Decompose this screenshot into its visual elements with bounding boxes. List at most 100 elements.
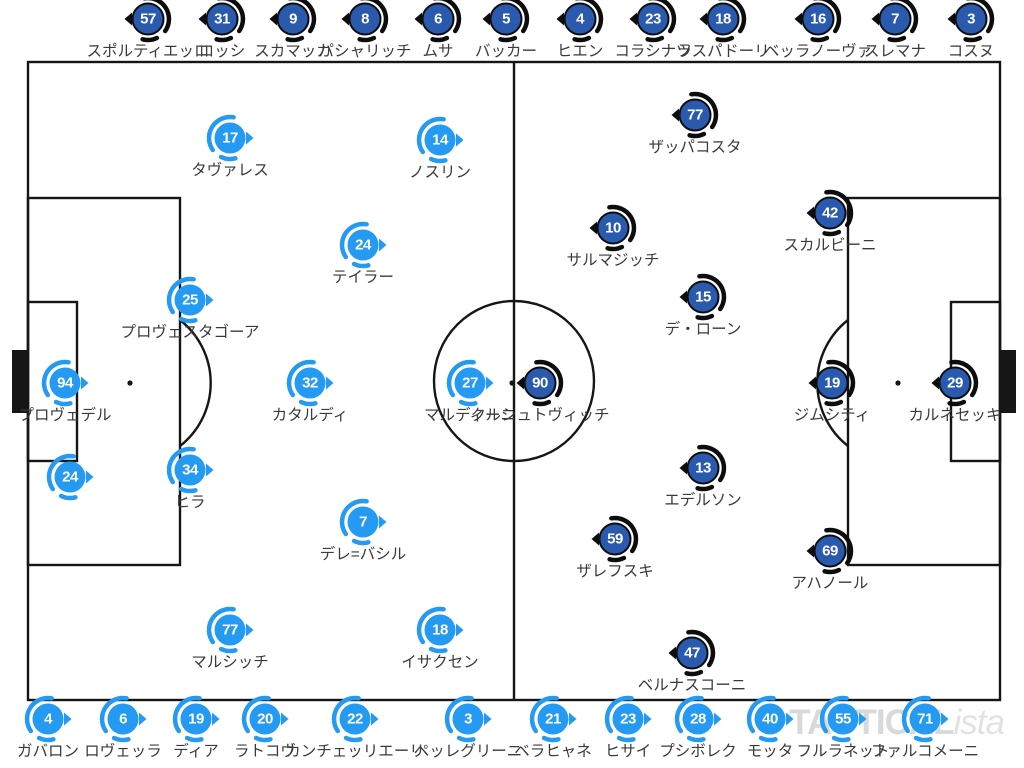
player-marker-home-40[interactable]: 40	[746, 695, 794, 743]
player-marker-home-3[interactable]: 3	[444, 695, 492, 743]
player-marker-away-69[interactable]: 69	[806, 527, 854, 575]
player-number: 4	[44, 710, 52, 728]
player-marker-home-71[interactable]: 71	[901, 695, 949, 743]
player-marker-home-55[interactable]: 55	[819, 695, 867, 743]
player-number: 8	[361, 10, 369, 28]
player-number: 77	[687, 106, 703, 124]
player-marker-away-10[interactable]: 10	[589, 204, 637, 252]
player-marker-away-29[interactable]: 29	[931, 359, 979, 407]
player-number: 31	[214, 10, 230, 28]
goal-right	[1000, 350, 1016, 413]
penalty-spot-left	[127, 380, 133, 386]
player-direction-icon	[166, 276, 214, 324]
player-marker-home-94[interactable]: 94	[41, 359, 89, 407]
player-direction-icon	[286, 359, 334, 407]
player-direction-icon	[589, 204, 637, 252]
player-marker-away-19[interactable]: 19	[808, 359, 856, 407]
player-marker-away-77[interactable]: 77	[671, 91, 719, 139]
player-number: 55	[835, 710, 851, 728]
player-direction-icon	[339, 498, 387, 546]
player-direction-icon	[746, 695, 794, 743]
player-marker-away-4[interactable]: 4	[556, 0, 604, 43]
player-marker-away-23[interactable]: 23	[629, 0, 677, 43]
player-marker-away-8[interactable]: 8	[341, 0, 389, 43]
player-number: 10	[605, 219, 621, 237]
player-marker-away-90[interactable]: 90	[516, 359, 564, 407]
player-marker-away-42[interactable]: 42	[806, 189, 854, 237]
player-marker-home-77[interactable]: 77	[206, 606, 254, 654]
player-label: フルラネット	[796, 743, 890, 760]
player-marker-away-3[interactable]: 3	[947, 0, 995, 43]
player-marker-away-57[interactable]: 57	[124, 0, 172, 43]
player-label: モッタ	[746, 743, 794, 760]
player-marker-home-22[interactable]: 22	[331, 695, 379, 743]
player-label: スカルビーニ	[783, 237, 877, 254]
player-marker-home-18[interactable]: 18	[416, 606, 464, 654]
player-marker-away-7[interactable]: 7	[871, 0, 919, 43]
player-marker-home-24[interactable]: 24	[339, 221, 387, 269]
player-direction-icon	[482, 0, 530, 43]
player-marker-away-9[interactable]: 9	[269, 0, 317, 43]
player-number: 32	[302, 374, 318, 392]
player-marker-home-20[interactable]: 20	[241, 695, 289, 743]
player-marker-home-4[interactable]: 4	[24, 695, 72, 743]
player-direction-icon	[414, 0, 462, 43]
player-number: 3	[464, 710, 472, 728]
player-label: パシャリッチ	[318, 43, 412, 60]
player-marker-away-47[interactable]: 47	[668, 629, 716, 677]
player-marker-home-24[interactable]: 24	[46, 453, 94, 501]
player-marker-home-25[interactable]: 25	[166, 276, 214, 324]
player-marker-home-14[interactable]: 14	[416, 116, 464, 164]
player-direction-icon	[668, 629, 716, 677]
player-label: エデルソン	[664, 492, 742, 509]
player-number: 17	[222, 129, 238, 147]
player-marker-home-19[interactable]: 19	[172, 695, 220, 743]
player-number: 16	[810, 10, 826, 28]
player-marker-home-28[interactable]: 28	[674, 695, 722, 743]
penalty-spot-right	[895, 380, 901, 386]
player-marker-away-15[interactable]: 15	[679, 273, 727, 321]
player-direction-icon	[331, 695, 379, 743]
player-direction-icon	[679, 444, 727, 492]
player-number: 3	[967, 10, 975, 28]
player-direction-icon	[806, 189, 854, 237]
player-marker-home-34[interactable]: 34	[166, 446, 214, 494]
player-number: 29	[947, 374, 963, 392]
player-label: ペッレグリーニ	[413, 743, 523, 760]
player-marker-away-13[interactable]: 13	[679, 444, 727, 492]
player-label: コスヌ	[947, 43, 995, 60]
player-number: 18	[715, 10, 731, 28]
player-marker-home-6[interactable]: 6	[99, 695, 147, 743]
player-marker-away-6[interactable]: 6	[414, 0, 462, 43]
player-number: 69	[822, 542, 838, 560]
player-number: 27	[462, 374, 478, 392]
player-number: 34	[182, 461, 198, 479]
player-marker-home-17[interactable]: 17	[206, 114, 254, 162]
player-number: 42	[822, 204, 838, 222]
player-label: ムサ	[422, 43, 454, 60]
player-label: ザレフスキ	[576, 563, 654, 580]
player-direction-icon	[269, 0, 317, 43]
player-number: 15	[695, 288, 711, 306]
player-marker-away-59[interactable]: 59	[591, 515, 639, 563]
player-marker-away-31[interactable]: 31	[198, 0, 246, 43]
player-marker-home-21[interactable]: 21	[529, 695, 577, 743]
player-marker-away-18[interactable]: 18	[699, 0, 747, 43]
player-marker-away-16[interactable]: 16	[794, 0, 842, 43]
player-marker-home-23[interactable]: 23	[604, 695, 652, 743]
player-direction-icon	[241, 695, 289, 743]
player-label: ファルコメーニ	[870, 743, 980, 760]
player-label: イサクセン	[401, 654, 479, 671]
player-direction-icon	[529, 695, 577, 743]
player-direction-icon	[339, 221, 387, 269]
player-number: 24	[355, 236, 371, 254]
player-direction-icon	[41, 359, 89, 407]
player-direction-icon	[416, 116, 464, 164]
player-marker-home-7[interactable]: 7	[339, 498, 387, 546]
player-number: 57	[140, 10, 156, 28]
player-marker-home-32[interactable]: 32	[286, 359, 334, 407]
player-marker-home-27[interactable]: 27	[446, 359, 494, 407]
player-marker-away-5[interactable]: 5	[482, 0, 530, 43]
